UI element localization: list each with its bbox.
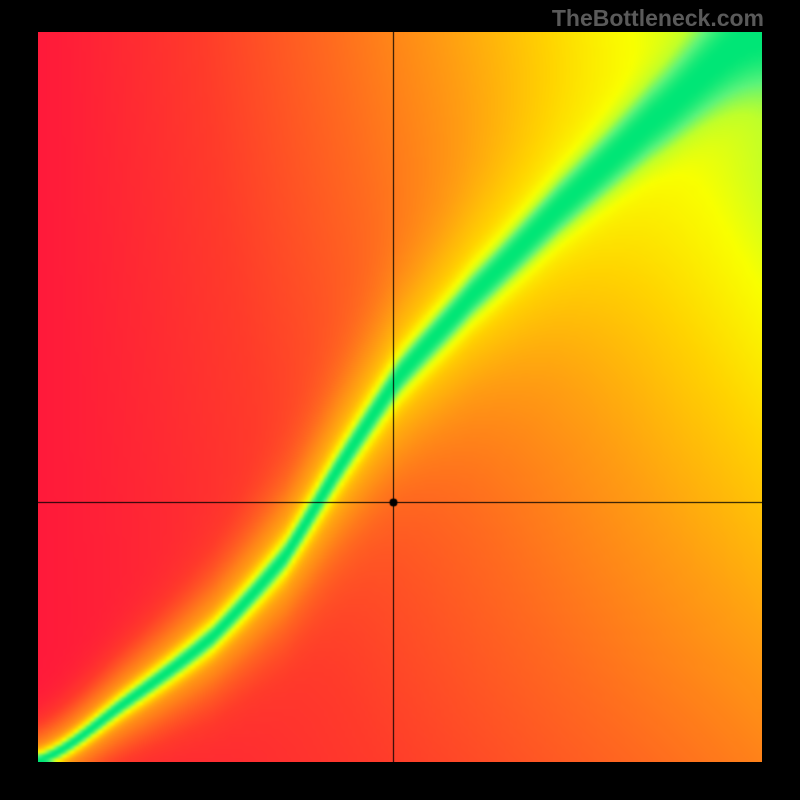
watermark-label: TheBottleneck.com — [552, 5, 764, 32]
chart-container: TheBottleneck.com — [0, 0, 800, 800]
heatmap-canvas — [38, 32, 762, 762]
